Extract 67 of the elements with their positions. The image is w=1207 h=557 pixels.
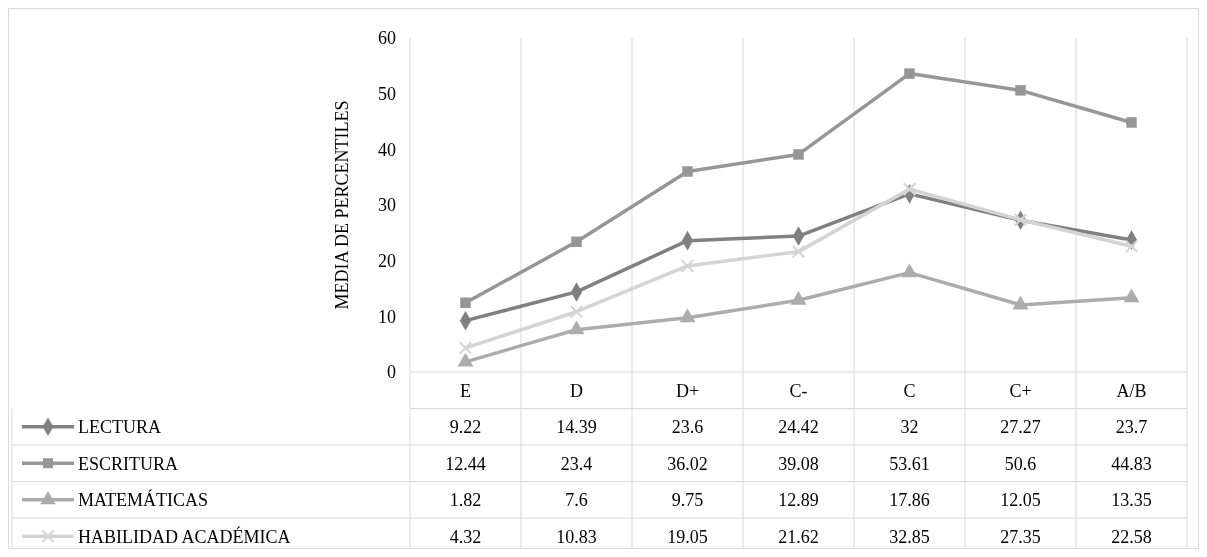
x-tick-label: C <box>903 380 916 401</box>
data-label: 23.6 <box>671 417 704 438</box>
point <box>1124 239 1139 254</box>
point <box>571 236 582 247</box>
data-label: 27.35 <box>1000 526 1041 547</box>
data-label: 23.4 <box>560 453 593 474</box>
data-label: 32.85 <box>889 526 930 547</box>
point <box>902 182 917 196</box>
legend-label: HABILIDAD ACADÉMICA <box>78 525 291 547</box>
data-label: 12.05 <box>1000 490 1041 511</box>
point <box>460 297 471 308</box>
legend-label: MATEMÁTICAS <box>78 489 209 511</box>
data-label: 12.44 <box>445 453 486 474</box>
point <box>568 320 585 335</box>
point <box>793 149 804 160</box>
data-label: 32 <box>900 417 919 438</box>
x-tick-label: C- <box>789 380 808 401</box>
point <box>680 259 695 273</box>
point <box>791 244 806 259</box>
y-tick-label: 20 <box>378 250 396 271</box>
data-label: 10.83 <box>556 526 597 547</box>
x-tick-label: D <box>570 380 583 401</box>
legend-label: ESCRITURA <box>78 453 179 474</box>
data-label: 36.02 <box>667 453 708 474</box>
point <box>679 308 696 323</box>
point <box>682 166 693 177</box>
data-label: 9.22 <box>449 417 482 438</box>
data-label: 44.83 <box>1111 453 1152 474</box>
point <box>1126 117 1137 128</box>
y-tick-label: 60 <box>378 28 396 49</box>
data-label: 53.61 <box>889 453 930 474</box>
y-tick-label: 10 <box>378 306 396 327</box>
x-tick-label: A/B <box>1116 380 1147 401</box>
data-label: 7.6 <box>565 490 588 511</box>
data-label: 39.08 <box>778 453 819 474</box>
y-tick-label: 50 <box>378 83 396 104</box>
data-label: 13.35 <box>1111 490 1152 511</box>
data-label: 14.39 <box>556 417 597 438</box>
point <box>1015 85 1026 96</box>
y-tick-label: 40 <box>378 139 396 160</box>
data-label: 12.89 <box>778 490 819 511</box>
data-label: 21.62 <box>778 526 819 547</box>
y-tick-label: 30 <box>378 195 396 216</box>
y-axis-title: MEDIA DE PERCENTILES <box>332 100 352 310</box>
point <box>457 352 474 367</box>
data-label: 24.42 <box>778 417 819 438</box>
legend-label: LECTURA <box>78 417 161 438</box>
point <box>1123 288 1140 303</box>
data-label: 17.86 <box>889 490 930 511</box>
point <box>458 341 473 355</box>
x-tick-label: C+ <box>1009 380 1032 401</box>
point <box>901 263 918 278</box>
data-label: 19.05 <box>667 526 708 547</box>
data-label: 50.6 <box>1004 453 1037 474</box>
x-tick-label: D+ <box>675 380 700 401</box>
data-label: 4.32 <box>449 526 482 547</box>
point <box>904 68 915 79</box>
data-label: 1.82 <box>449 490 482 511</box>
data-label: 27.27 <box>1000 417 1041 438</box>
point <box>569 304 584 319</box>
point <box>1012 295 1029 310</box>
y-tick-label: 0 <box>387 362 396 383</box>
point <box>790 291 807 305</box>
x-tick-label: E <box>460 380 471 401</box>
data-label: 22.58 <box>1111 526 1152 547</box>
data-label: 23.7 <box>1115 417 1148 438</box>
data-label: 9.75 <box>671 490 704 511</box>
